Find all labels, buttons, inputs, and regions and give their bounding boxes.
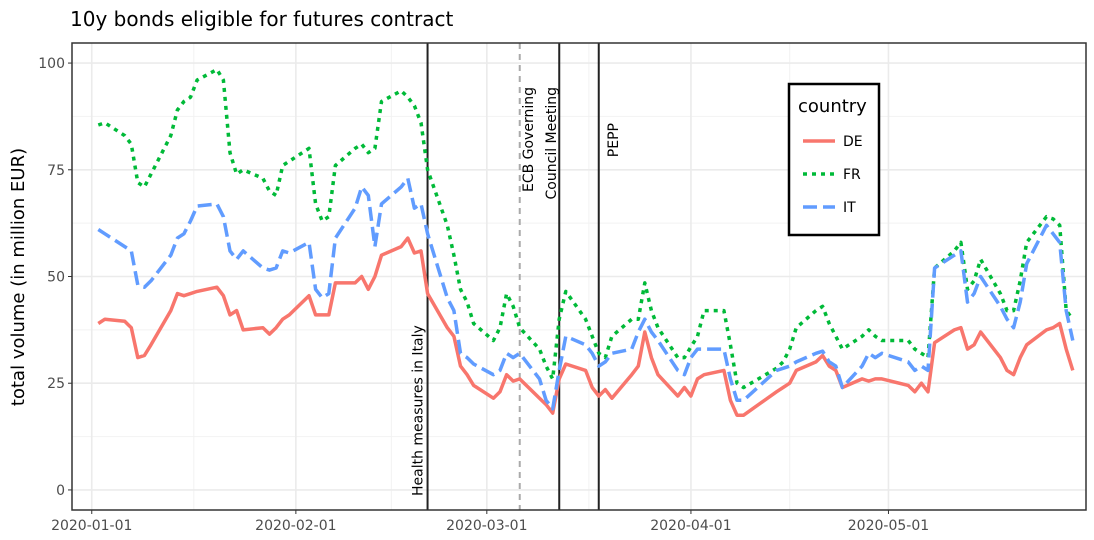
y-tick-label: 100 [38, 56, 65, 72]
y-tick-label: 25 [47, 376, 65, 392]
event-label: PEPP [606, 123, 622, 157]
x-tick-label: 2020-05-01 [848, 518, 929, 534]
legend-label: IT [843, 200, 856, 216]
chart-title: 10y bonds eligible for futures contract [70, 7, 453, 31]
x-tick-label: 2020-01-01 [51, 518, 132, 534]
legend-box [787, 82, 881, 237]
x-tick-label: 2020-03-01 [446, 518, 527, 534]
series-line [97, 236, 1075, 417]
legend-label: FR [843, 167, 861, 183]
x-tick-label: 2020-02-01 [255, 518, 336, 534]
event-label: Health measures in Italy [411, 325, 427, 496]
y-tick-label: 75 [47, 163, 65, 179]
event-label: Council Meeting [544, 87, 560, 199]
legend-title: country [798, 96, 867, 117]
series-line [97, 176, 1075, 411]
legend-label: DE [843, 134, 863, 150]
series-line [97, 67, 1075, 390]
x-tick-label: 2020-04-01 [650, 518, 731, 534]
y-tick-label: 50 [47, 270, 65, 286]
panel-border [71, 42, 1087, 511]
y-tick-label: 0 [56, 483, 65, 499]
y-axis-label: total volume (in million EUR) [8, 148, 29, 406]
event-label: ECB Governing [521, 87, 537, 192]
